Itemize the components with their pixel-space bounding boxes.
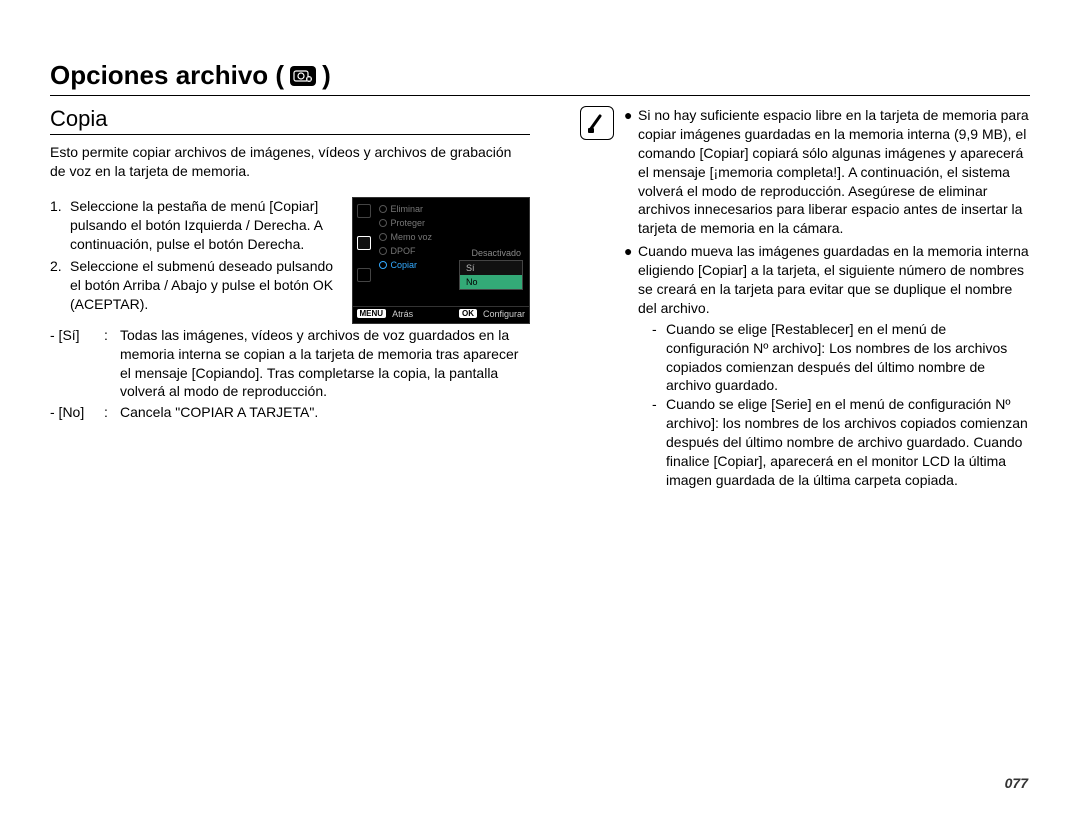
note-subitem: - Cuando se elige [Serie] en el menú de … xyxy=(652,395,1030,489)
menu-item-label: Eliminar xyxy=(391,204,424,214)
photo-settings-icon xyxy=(290,66,316,86)
menu-side-tabs xyxy=(353,198,375,306)
note-bullet: ● Si no hay suficiente espacio libre en … xyxy=(624,106,1030,238)
subitem-text: Cuando se elige [Restablecer] en el menú… xyxy=(666,320,1030,396)
menu-item-label: Copiar xyxy=(391,260,418,270)
definition-body: Cancela "COPIAR A TARJETA". xyxy=(120,403,530,422)
step-text: Seleccione el submenú deseado pulsando e… xyxy=(70,257,338,314)
tab-icon-active xyxy=(357,236,371,250)
menu-item: Memo voz xyxy=(379,230,529,244)
subitem-dash: - xyxy=(652,395,660,489)
menu-footer: MENU Atrás OK Configurar xyxy=(353,306,529,321)
sub-divider xyxy=(50,134,530,135)
menu-item: Eliminar xyxy=(379,202,529,216)
camera-menu-screenshot: Eliminar Proteger Memo voz DPOF Copiar D… xyxy=(352,197,530,324)
page-title: Opciones archivo ( ) xyxy=(50,60,1030,91)
definition-row: - [Sí] : Todas las imágenes, vídeos y ar… xyxy=(50,326,530,402)
intro-text: Esto permite copiar archivos de imágenes… xyxy=(50,143,530,181)
definition-sep: : xyxy=(104,326,114,402)
menu-item-label: Memo voz xyxy=(391,232,433,242)
subitem-text: Cuando se elige [Serie] en el menú de co… xyxy=(666,395,1030,489)
definition-body: Todas las imágenes, vídeos y archivos de… xyxy=(120,326,530,402)
subitem-dash: - xyxy=(652,320,660,396)
title-prefix: Opciones archivo ( xyxy=(50,60,284,91)
step-number: 1. xyxy=(50,197,64,254)
title-suffix: ) xyxy=(322,60,331,91)
menu-item: Proteger xyxy=(379,216,529,230)
menu-ok-label: Configurar xyxy=(483,309,525,319)
step-item: 1. Seleccione la pestaña de menú [Copiar… xyxy=(50,197,338,254)
bullet-text: Cuando mueva las imágenes guardadas en l… xyxy=(638,242,1030,318)
popup-option: Sí xyxy=(460,261,522,275)
bullet-dot: ● xyxy=(624,242,632,490)
menu-ok-badge: OK xyxy=(459,309,477,318)
bullet-dot: ● xyxy=(624,106,632,238)
sub-heading: Copia xyxy=(50,106,530,132)
definition-row: - [No] : Cancela "COPIAR A TARJETA". xyxy=(50,403,530,422)
menu-back-badge: MENU xyxy=(357,309,387,318)
note-subitem: - Cuando se elige [Restablecer] en el me… xyxy=(652,320,1030,396)
step-text: Seleccione la pestaña de menú [Copiar] p… xyxy=(70,197,338,254)
menu-item-label: DPOF xyxy=(391,246,416,256)
bullet-text: Si no hay suficiente espacio libre en la… xyxy=(638,106,1030,238)
menu-right-hint: Desactivado xyxy=(471,248,521,258)
menu-back-label: Atrás xyxy=(392,309,413,319)
definition-sep: : xyxy=(104,403,114,422)
menu-popup: Sí No xyxy=(459,260,523,290)
menu-item-label: Proteger xyxy=(391,218,426,228)
tab-icon xyxy=(357,204,371,218)
step-number: 2. xyxy=(50,257,64,314)
step-item: 2. Seleccione el submenú deseado pulsand… xyxy=(50,257,338,314)
tab-icon xyxy=(357,268,371,282)
note-bullet: ● Cuando mueva las imágenes guardadas en… xyxy=(624,242,1030,490)
definition-key: - [Sí] xyxy=(50,326,98,402)
title-divider xyxy=(50,95,1030,96)
note-icon xyxy=(580,106,614,140)
popup-option-highlight: No xyxy=(460,275,522,289)
definition-key: - [No] xyxy=(50,403,98,422)
page-number: 077 xyxy=(1005,775,1028,791)
